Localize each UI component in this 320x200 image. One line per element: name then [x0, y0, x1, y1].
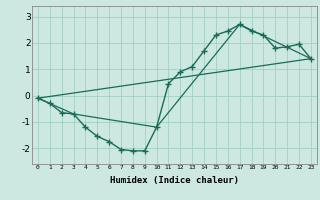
- X-axis label: Humidex (Indice chaleur): Humidex (Indice chaleur): [110, 176, 239, 185]
